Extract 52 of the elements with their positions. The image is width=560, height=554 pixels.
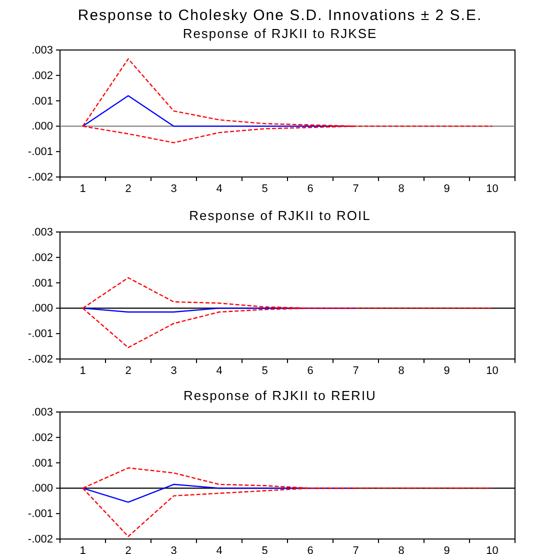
x-tick-label: 4 — [216, 183, 222, 196]
x-tick-label: 9 — [444, 365, 450, 378]
chart-subtitle: Response of RJKII to RJKSE — [182, 26, 378, 41]
x-tick-label: 6 — [307, 545, 314, 554]
x-tick-label: 7 — [352, 365, 359, 378]
y-tick-label: -.002 — [28, 172, 53, 184]
x-tick-label: 5 — [262, 365, 268, 378]
x-tick-label: 10 — [486, 545, 498, 554]
x-tick-label: 8 — [398, 545, 404, 554]
y-tick-label: .003 — [32, 44, 53, 57]
y-tick-label: -.002 — [28, 534, 53, 546]
x-tick-label: 7 — [352, 545, 359, 554]
y-tick-label: .002 — [32, 432, 53, 444]
y-tick-label: .001 — [32, 457, 53, 470]
y-tick-label: .002 — [32, 70, 53, 82]
y-tick-label: .002 — [32, 252, 53, 264]
chart-title: Response of RJKII to RERIU — [184, 388, 376, 403]
x-tick-label: 1 — [80, 365, 86, 378]
chart-title: Response of RJKII to ROIL — [189, 208, 371, 223]
x-tick-label: 4 — [216, 545, 222, 554]
y-tick-label: -.001 — [28, 508, 53, 520]
x-tick-label: 2 — [125, 365, 132, 378]
x-tick-label: 5 — [262, 183, 268, 196]
y-tick-label: .000 — [32, 302, 53, 315]
x-tick-label: 5 — [262, 545, 268, 554]
x-tick-label: 8 — [398, 183, 404, 196]
x-tick-label: 10 — [486, 183, 498, 196]
y-tick-label: .000 — [32, 120, 53, 133]
x-tick-label: 3 — [170, 183, 177, 196]
y-tick-label: -.002 — [28, 354, 53, 366]
x-tick-label: 9 — [444, 183, 450, 196]
y-tick-label: -.001 — [28, 328, 53, 340]
x-tick-label: 1 — [80, 545, 86, 554]
x-tick-label: 2 — [125, 183, 132, 196]
y-tick-label: .001 — [32, 277, 53, 290]
y-tick-label: -.001 — [28, 146, 53, 158]
x-tick-label: 2 — [125, 545, 132, 554]
x-tick-label: 6 — [307, 183, 314, 196]
y-tick-label: .001 — [32, 95, 53, 108]
x-tick-label: 3 — [170, 545, 177, 554]
x-tick-label: 8 — [398, 365, 404, 378]
y-tick-label: .003 — [32, 406, 53, 419]
x-tick-label: 6 — [307, 365, 314, 378]
x-tick-label: 3 — [170, 365, 177, 378]
x-tick-label: 7 — [352, 183, 359, 196]
x-tick-label: 10 — [486, 365, 498, 378]
y-tick-label: .003 — [32, 226, 53, 239]
x-tick-label: 4 — [216, 365, 222, 378]
x-tick-label: 1 — [80, 183, 86, 196]
x-tick-label: 9 — [444, 545, 450, 554]
y-tick-label: .000 — [32, 482, 53, 495]
chart-title: Response to Cholesky One S.D. Innovations ± 2 S.E. — [78, 7, 482, 24]
